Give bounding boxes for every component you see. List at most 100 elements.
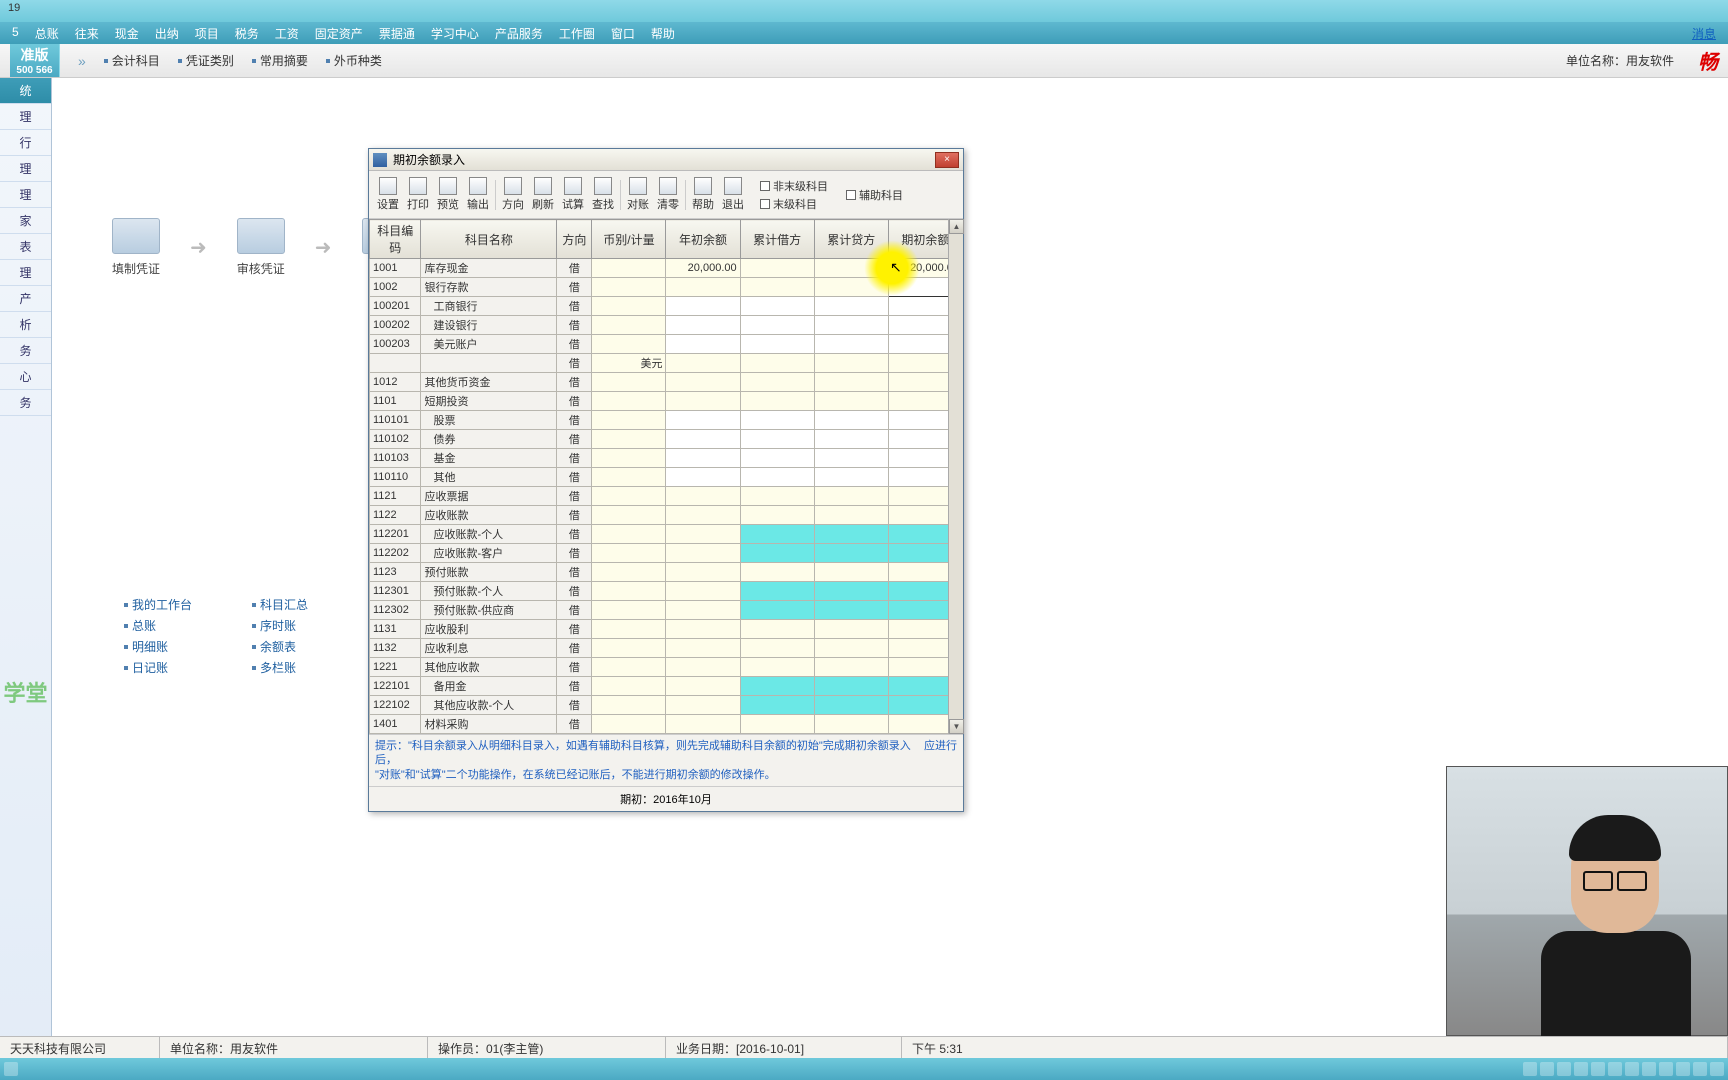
menu-item[interactable]: 帮助 <box>645 24 681 42</box>
column-header[interactable]: 累计借方 <box>740 220 814 259</box>
sidebar-item[interactable]: 产 <box>0 286 51 312</box>
column-header[interactable]: 币别/计量 <box>592 220 666 259</box>
tray-icon[interactable] <box>1574 1062 1588 1076</box>
nonleaf-checkbox[interactable]: 非末级科目 <box>760 178 828 194</box>
table-row[interactable]: 1123预付账款借 <box>370 563 963 582</box>
sidebar-item[interactable]: 务 <box>0 390 51 416</box>
table-row[interactable]: 110102债券借 <box>370 430 963 449</box>
sidebar-item[interactable]: 心 <box>0 364 51 390</box>
menu-item[interactable]: 往来 <box>69 24 105 42</box>
scroll-up-button[interactable]: ▲ <box>949 219 964 234</box>
table-row[interactable]: 100202建设银行借 <box>370 316 963 335</box>
table-row[interactable]: 1012其他货币资金借 <box>370 373 963 392</box>
tray-icon[interactable] <box>1659 1062 1673 1076</box>
quick-link[interactable]: 余额表 <box>252 638 308 655</box>
balance-grid[interactable]: 科目编码科目名称方向币别/计量年初余额累计借方累计贷方期初余额 1001库存现金… <box>369 219 963 734</box>
toolbar-刷新-button[interactable]: 刷新 <box>528 175 558 214</box>
quick-link[interactable]: 我的工作台 <box>124 596 192 613</box>
tray-icon[interactable] <box>1591 1062 1605 1076</box>
table-row[interactable]: 1121应收票据借 <box>370 487 963 506</box>
toolbar-试算-button[interactable]: 试算 <box>558 175 588 214</box>
menu-item[interactable]: 项目 <box>189 24 225 42</box>
column-header[interactable]: 科目编码 <box>370 220 421 259</box>
sidebar-item[interactable]: 行 <box>0 130 51 156</box>
menu-item[interactable]: 产品服务 <box>489 24 549 42</box>
table-row[interactable]: 1401材料采购借 <box>370 715 963 734</box>
table-row[interactable]: 借美元 <box>370 354 963 373</box>
toolbar-打印-button[interactable]: 打印 <box>403 175 433 214</box>
table-row[interactable]: 1131应收股利借 <box>370 620 963 639</box>
table-row[interactable]: 1101短期投资借 <box>370 392 963 411</box>
os-taskbar[interactable] <box>0 1058 1728 1080</box>
table-row[interactable]: 110103基金借 <box>370 449 963 468</box>
leaf-checkbox[interactable]: 末级科目 <box>760 196 828 212</box>
menu-item[interactable]: 工作圈 <box>553 24 601 42</box>
menu-item[interactable]: 固定资产 <box>309 24 369 42</box>
menu-item[interactable]: 出纳 <box>149 24 185 42</box>
table-row[interactable]: 100201工商银行借 <box>370 297 963 316</box>
menu-item[interactable]: 税务 <box>229 24 265 42</box>
toolbar-方向-button[interactable]: 方向 <box>498 175 528 214</box>
vertical-scrollbar[interactable]: ▲ ▼ <box>948 219 963 734</box>
table-row[interactable]: 110110其他借 <box>370 468 963 487</box>
sidebar-item[interactable]: 统 <box>0 78 51 104</box>
tray-icon[interactable] <box>1693 1062 1707 1076</box>
table-row[interactable]: 110101股票借 <box>370 411 963 430</box>
quick-link[interactable]: 日记账 <box>124 659 192 676</box>
sidebar-item[interactable]: 理 <box>0 156 51 182</box>
tray-icon[interactable] <box>1557 1062 1571 1076</box>
table-row[interactable]: 122101备用金借 <box>370 677 963 696</box>
sidebar-item[interactable]: 理 <box>0 104 51 130</box>
subbar-item[interactable]: 会计科目 <box>104 52 160 69</box>
toolbar-预览-button[interactable]: 预览 <box>433 175 463 214</box>
scroll-down-button[interactable]: ▼ <box>949 719 964 734</box>
column-header[interactable]: 年初余额 <box>666 220 740 259</box>
table-row[interactable]: 1221其他应收款借 <box>370 658 963 677</box>
quick-link[interactable]: 科目汇总 <box>252 596 308 613</box>
table-row[interactable]: 1122应收账款借 <box>370 506 963 525</box>
table-row[interactable]: 112201应收账款-个人借 <box>370 525 963 544</box>
sidebar-item[interactable]: 家 <box>0 208 51 234</box>
table-row[interactable]: 1132应收利息借 <box>370 639 963 658</box>
tray-icon[interactable] <box>1642 1062 1656 1076</box>
toolbar-退出-button[interactable]: 退出 <box>718 175 748 214</box>
column-header[interactable]: 科目名称 <box>421 220 557 259</box>
table-row[interactable]: 112202应收账款-客户借 <box>370 544 963 563</box>
start-icon[interactable] <box>4 1062 18 1076</box>
sidebar-item[interactable]: 析 <box>0 312 51 338</box>
messages-link[interactable]: 消息 <box>1686 24 1722 42</box>
table-row[interactable]: 112302预付账款-供应商借 <box>370 601 963 620</box>
menu-item[interactable]: 学习中心 <box>425 24 485 42</box>
sidebar-item[interactable]: 理 <box>0 182 51 208</box>
column-header[interactable]: 累计贷方 <box>814 220 888 259</box>
close-button[interactable]: × <box>935 152 959 168</box>
table-row[interactable]: 100203美元账户借 <box>370 335 963 354</box>
workflow-step[interactable]: 审核凭证 <box>237 218 285 277</box>
toolbar-输出-button[interactable]: 输出 <box>463 175 493 214</box>
menu-item[interactable]: 票据通 <box>373 24 421 42</box>
tray-icon[interactable] <box>1676 1062 1690 1076</box>
workflow-step[interactable]: 填制凭证 <box>112 218 160 277</box>
quick-link[interactable]: 多栏账 <box>252 659 308 676</box>
toolbar-对账-button[interactable]: 对账 <box>623 175 653 214</box>
table-row[interactable]: 1001库存现金借20,000.0020,000.00 <box>370 259 963 278</box>
dialog-titlebar[interactable]: 期初余额录入 × <box>369 149 963 171</box>
toolbar-查找-button[interactable]: 查找 <box>588 175 618 214</box>
quick-link[interactable]: 序时账 <box>252 617 308 634</box>
tray-icon[interactable] <box>1523 1062 1537 1076</box>
menu-item[interactable]: 窗口 <box>605 24 641 42</box>
sidebar-item[interactable]: 理 <box>0 260 51 286</box>
aux-checkbox[interactable]: 辅助科目 <box>846 187 903 203</box>
sidebar-item[interactable]: 务 <box>0 338 51 364</box>
quick-link[interactable]: 总账 <box>124 617 192 634</box>
table-row[interactable]: 1002银行存款借 <box>370 278 963 297</box>
toolbar-帮助-button[interactable]: 帮助 <box>688 175 718 214</box>
toolbar-设置-button[interactable]: 设置 <box>373 175 403 214</box>
tray-icon[interactable] <box>1540 1062 1554 1076</box>
tray-icon[interactable] <box>1608 1062 1622 1076</box>
subbar-item[interactable]: 外币种类 <box>326 52 382 69</box>
table-row[interactable]: 112301预付账款-个人借 <box>370 582 963 601</box>
tray-icon[interactable] <box>1710 1062 1724 1076</box>
toolbar-清零-button[interactable]: 清零 <box>653 175 683 214</box>
menu-item[interactable]: 总账 <box>29 24 65 42</box>
